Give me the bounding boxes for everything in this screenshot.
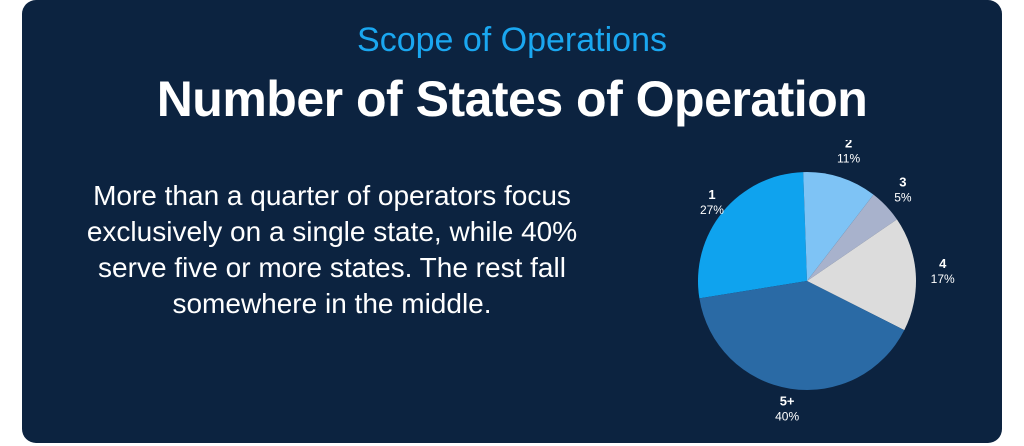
pie-slice-4 — [807, 219, 916, 331]
page-title: Number of States of Operation — [156, 71, 868, 127]
pie-labels: 127% 211% 35% 417% 5+40% — [700, 140, 955, 423]
pie-label-value: 27% — [700, 203, 724, 217]
pie-label-category: 4 — [939, 256, 947, 271]
section-subtitle: Scope of Operations — [357, 21, 667, 59]
pie-label-category: 3 — [899, 174, 906, 189]
pie-label-category: 1 — [708, 187, 715, 202]
pie-label-value: 11% — [837, 152, 860, 166]
pie-label-value: 17% — [931, 272, 955, 286]
pie-slice-2 — [803, 172, 874, 281]
pie-slice-1 — [698, 172, 807, 299]
pie-slices — [698, 172, 916, 390]
pie-label-value: 40% — [775, 409, 799, 423]
pie-slice-5plus — [699, 281, 905, 390]
summary-text: More than a quarter of operators focus e… — [86, 180, 578, 319]
pie-label-category: 5+ — [780, 393, 795, 408]
pie-chart: 127% 211% 35% 417% 5+40% — [698, 140, 955, 423]
pie-label-category: 2 — [845, 140, 852, 151]
pie-label-value: 5% — [894, 190, 912, 204]
pie-slice-3 — [807, 194, 897, 281]
infographic-card: Scope of Operations Number of States of … — [22, 0, 1002, 443]
